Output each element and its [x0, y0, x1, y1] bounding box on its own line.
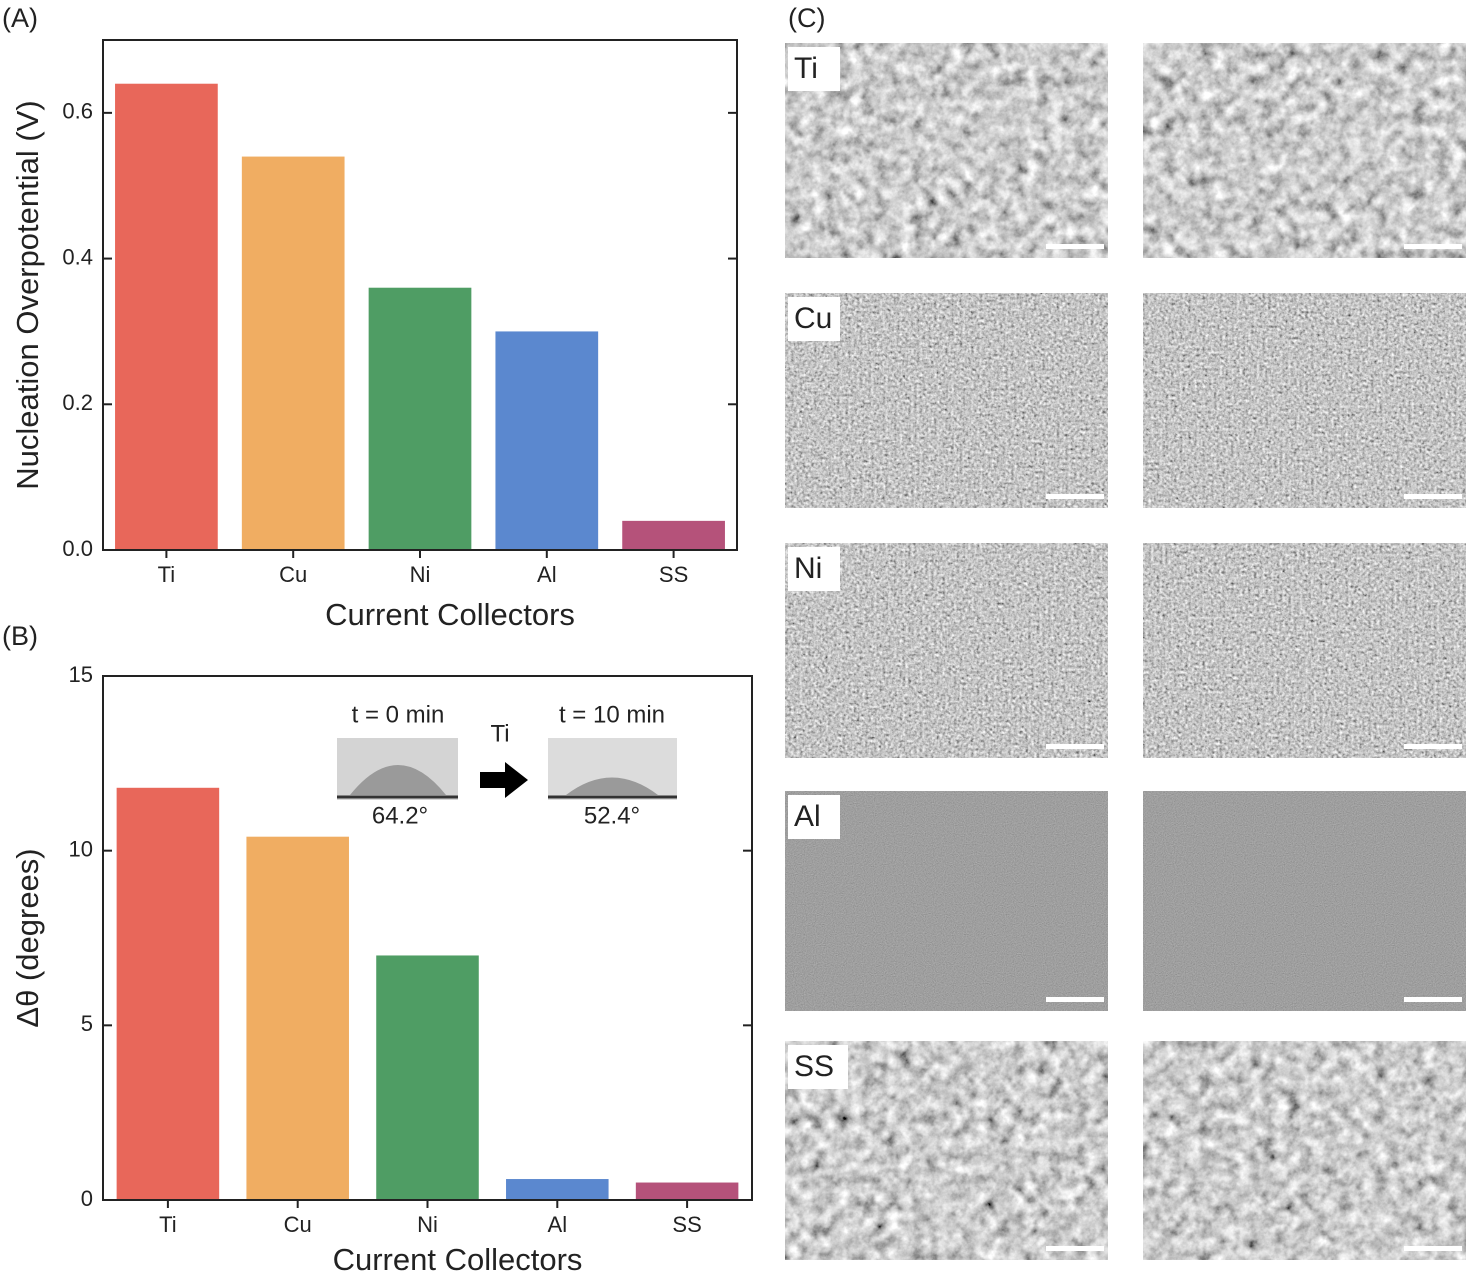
sem-label-box — [788, 547, 840, 591]
x-tick-label: SS — [659, 562, 688, 587]
sem-image — [1143, 43, 1466, 258]
annotation: 64.2° — [372, 802, 428, 829]
y-tick-label: 10 — [69, 836, 93, 861]
bar — [495, 331, 599, 550]
scale-bar — [1404, 494, 1462, 499]
y-tick-label: 0.0 — [62, 536, 93, 561]
scale-bar — [1404, 1246, 1462, 1251]
y-tick-label: 0 — [81, 1186, 93, 1211]
x-tick-label: Cu — [284, 1212, 312, 1237]
panel-label: (B) — [2, 621, 38, 651]
scale-bar — [1404, 244, 1462, 249]
annotation: t = 0 min — [352, 701, 445, 728]
annotation: Ti — [490, 720, 509, 747]
scale-bar — [1046, 997, 1104, 1002]
sem-image — [1143, 791, 1466, 1011]
x-tick-label: Ni — [417, 1212, 438, 1237]
bar — [116, 787, 220, 1200]
panel-label: (C) — [788, 3, 825, 33]
y-axis-label: Nucleation Overpotential (V) — [10, 100, 45, 489]
bar — [376, 955, 479, 1200]
sem-label: Ni — [794, 552, 822, 585]
y-tick-label: 0.2 — [62, 390, 93, 415]
y-tick-label: 5 — [81, 1011, 93, 1036]
sem-label: Cu — [794, 302, 832, 335]
panel-label: (A) — [2, 3, 38, 33]
x-tick-label: Ti — [158, 562, 176, 587]
scale-bar — [1046, 244, 1104, 249]
x-tick-label: Al — [548, 1212, 568, 1237]
sem-label: SS — [794, 1050, 834, 1083]
bar — [622, 520, 725, 550]
x-tick-label: Ti — [159, 1212, 177, 1237]
sem-label: Ti — [794, 52, 818, 85]
bar — [506, 1179, 609, 1200]
y-axis-label: Δθ (degrees) — [10, 848, 45, 1027]
x-tick-label: Cu — [279, 562, 307, 587]
bar — [115, 83, 218, 550]
sem-label-box — [788, 1045, 848, 1089]
x-axis-label: Current Collectors — [333, 1242, 583, 1277]
scale-bar — [1046, 744, 1104, 749]
bar — [635, 1182, 739, 1200]
annotation: t = 10 min — [559, 701, 665, 728]
scale-bar — [1404, 997, 1462, 1002]
sem-label: Al — [794, 800, 821, 833]
axes-frame — [102, 675, 753, 1201]
sem-label-box — [788, 795, 840, 839]
x-tick-label: SS — [672, 1212, 701, 1237]
bar — [241, 156, 345, 551]
sem-label-box — [788, 297, 840, 341]
bar — [246, 836, 349, 1200]
bar — [368, 287, 472, 550]
droplet-inset — [337, 738, 677, 800]
annotation: 52.4° — [584, 802, 640, 829]
y-tick-label: 0.4 — [62, 244, 93, 269]
x-tick-label: Ni — [410, 562, 431, 587]
sem-image — [1143, 543, 1466, 758]
y-tick-label: 15 — [69, 662, 93, 687]
scale-bar — [1046, 494, 1104, 499]
scale-bar — [1404, 744, 1462, 749]
axes-frame — [102, 39, 738, 551]
x-tick-label: Al — [537, 562, 557, 587]
sem-image — [1143, 1041, 1466, 1260]
scale-bar — [1046, 1246, 1104, 1251]
x-axis-label: Current Collectors — [325, 597, 575, 632]
sem-image — [1143, 293, 1466, 508]
sem-label-box — [788, 47, 840, 91]
y-tick-label: 0.6 — [62, 99, 93, 124]
